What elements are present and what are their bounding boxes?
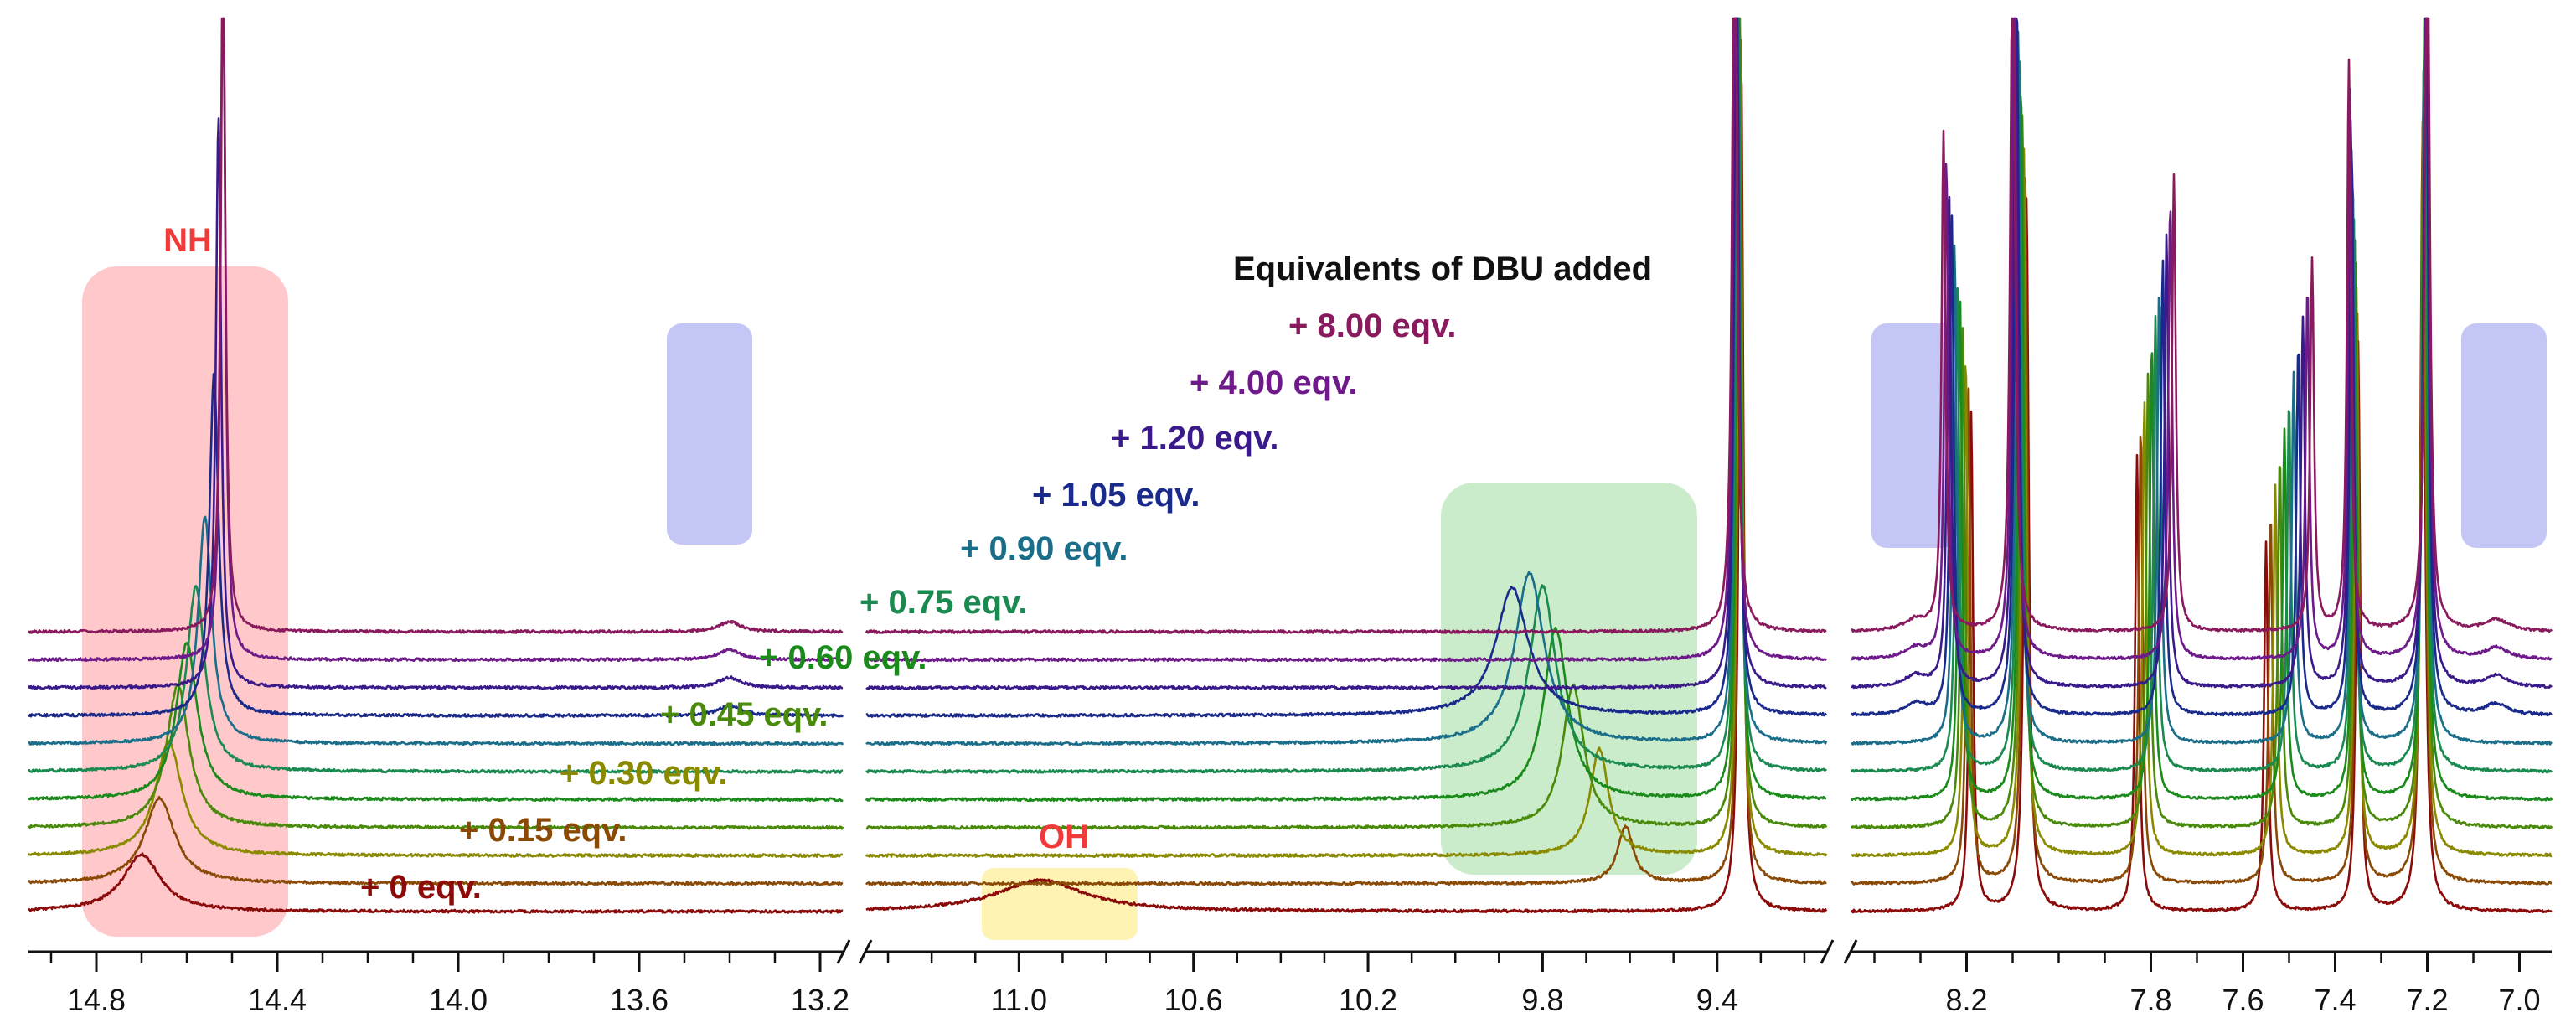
spectrum-trace [28,852,844,914]
axis-tick-label: 7.4 [2314,983,2356,1017]
axis-break-mark [858,939,873,964]
spectrum-trace [1851,17,2553,633]
axis-tick-label: 13.6 [610,983,669,1017]
spectrum-trace [1851,17,2553,690]
signal-8-3-highlight-box [1871,323,1957,548]
spectrum-trace [1851,71,2553,858]
axis-tick-label: 9.8 [1521,983,1563,1017]
spectrum-trace [28,17,844,663]
series-label: + 0.45 eqv. [660,696,829,733]
spectrum-trace [865,17,1828,746]
oh-highlight-box [982,868,1138,940]
spectrum-trace [28,17,844,634]
spectrum-trace [865,17,1828,830]
spectrum-trace [865,17,1827,634]
axis-tick-label: 7.0 [2498,983,2540,1017]
series-label: + 8.00 eqv. [1288,307,1457,344]
spectrum-trace [865,17,1827,803]
axis-tick-label: 7.8 [2129,983,2171,1017]
spectrum-trace [1851,111,2553,886]
series-label: + 0.30 eqv. [560,755,728,792]
series-label: + 0 eqv. [360,869,482,906]
signal-13-4-highlight-box [667,323,752,545]
spectrum-trace [28,641,844,803]
axis-tick-label: 7.2 [2406,983,2448,1017]
axis-tick-label: 13.2 [791,983,849,1017]
axis-break-mark [1843,939,1858,964]
x-axis: 14.8 14.4 14.0 13.6 13.2 11.0 10.6 10.2 9.8 9.4 8.… [28,939,2552,1017]
oh-label: OH [1039,819,1089,855]
spectrum-trace [865,17,1827,774]
series-label: + 0.90 eqv. [960,530,1128,567]
series-label: + 1.20 eqv. [1111,420,1279,457]
spectra-group [27,17,2553,914]
spectrum-trace [28,683,844,830]
spectrum-trace [27,795,844,886]
signal-7-05-highlight-box [2461,323,2547,548]
text-annotations: Equivalents of DBU added NH OH [163,222,1652,855]
spectrum-trace [1850,17,2553,661]
axis-tick-label: 11.0 [991,983,1047,1017]
series-label: + 0.75 eqv. [860,584,1028,621]
spectrum-trace [1850,17,2553,802]
spectrum-trace [27,585,844,774]
series-label: + 0.60 eqv. [759,639,927,676]
axis-break-mark [836,939,851,964]
spectrum-trace [865,17,1827,718]
spectrum-trace [27,117,844,690]
spectrum-trace [28,372,844,718]
spectrum-trace [1850,17,2553,774]
spectrum-trace [865,39,1827,886]
spectrum-trace [1851,17,2553,717]
spectrum-trace [865,17,1828,859]
nh-label: NH [163,222,212,259]
shift-highlight-box [1441,483,1697,875]
axis-tick-label: 14.4 [248,983,307,1017]
nh-highlight-box [82,266,288,937]
axis-break-mark [1820,939,1835,964]
spectrum-trace [28,515,844,746]
series-label: + 0.15 eqv. [459,812,627,849]
axis-tick-label: 7.6 [2222,983,2264,1017]
axis-tick-label: 10.2 [1339,983,1397,1017]
axis-tick-label: 10.6 [1164,983,1223,1017]
spectrum-trace [865,17,1827,690]
chart-title: Equivalents of DBU added [1233,251,1652,287]
axis-tick-label: 14.8 [67,983,126,1017]
spectrum-trace [1851,17,2553,746]
series-labels: + 0 eqv. + 0.15 eqv. + 0.30 eqv. + 0.45 eqv… [360,307,1457,906]
axis-tick-label: 8.2 [1945,983,1987,1017]
axis-tick-label: 14.0 [429,983,488,1017]
highlight-boxes [82,266,2547,940]
axis-tick-label: 9.4 [1696,983,1738,1017]
series-label: + 4.00 eqv. [1190,364,1358,401]
series-label: + 1.05 eqv. [1032,477,1200,514]
spectrum-trace [865,17,1827,663]
